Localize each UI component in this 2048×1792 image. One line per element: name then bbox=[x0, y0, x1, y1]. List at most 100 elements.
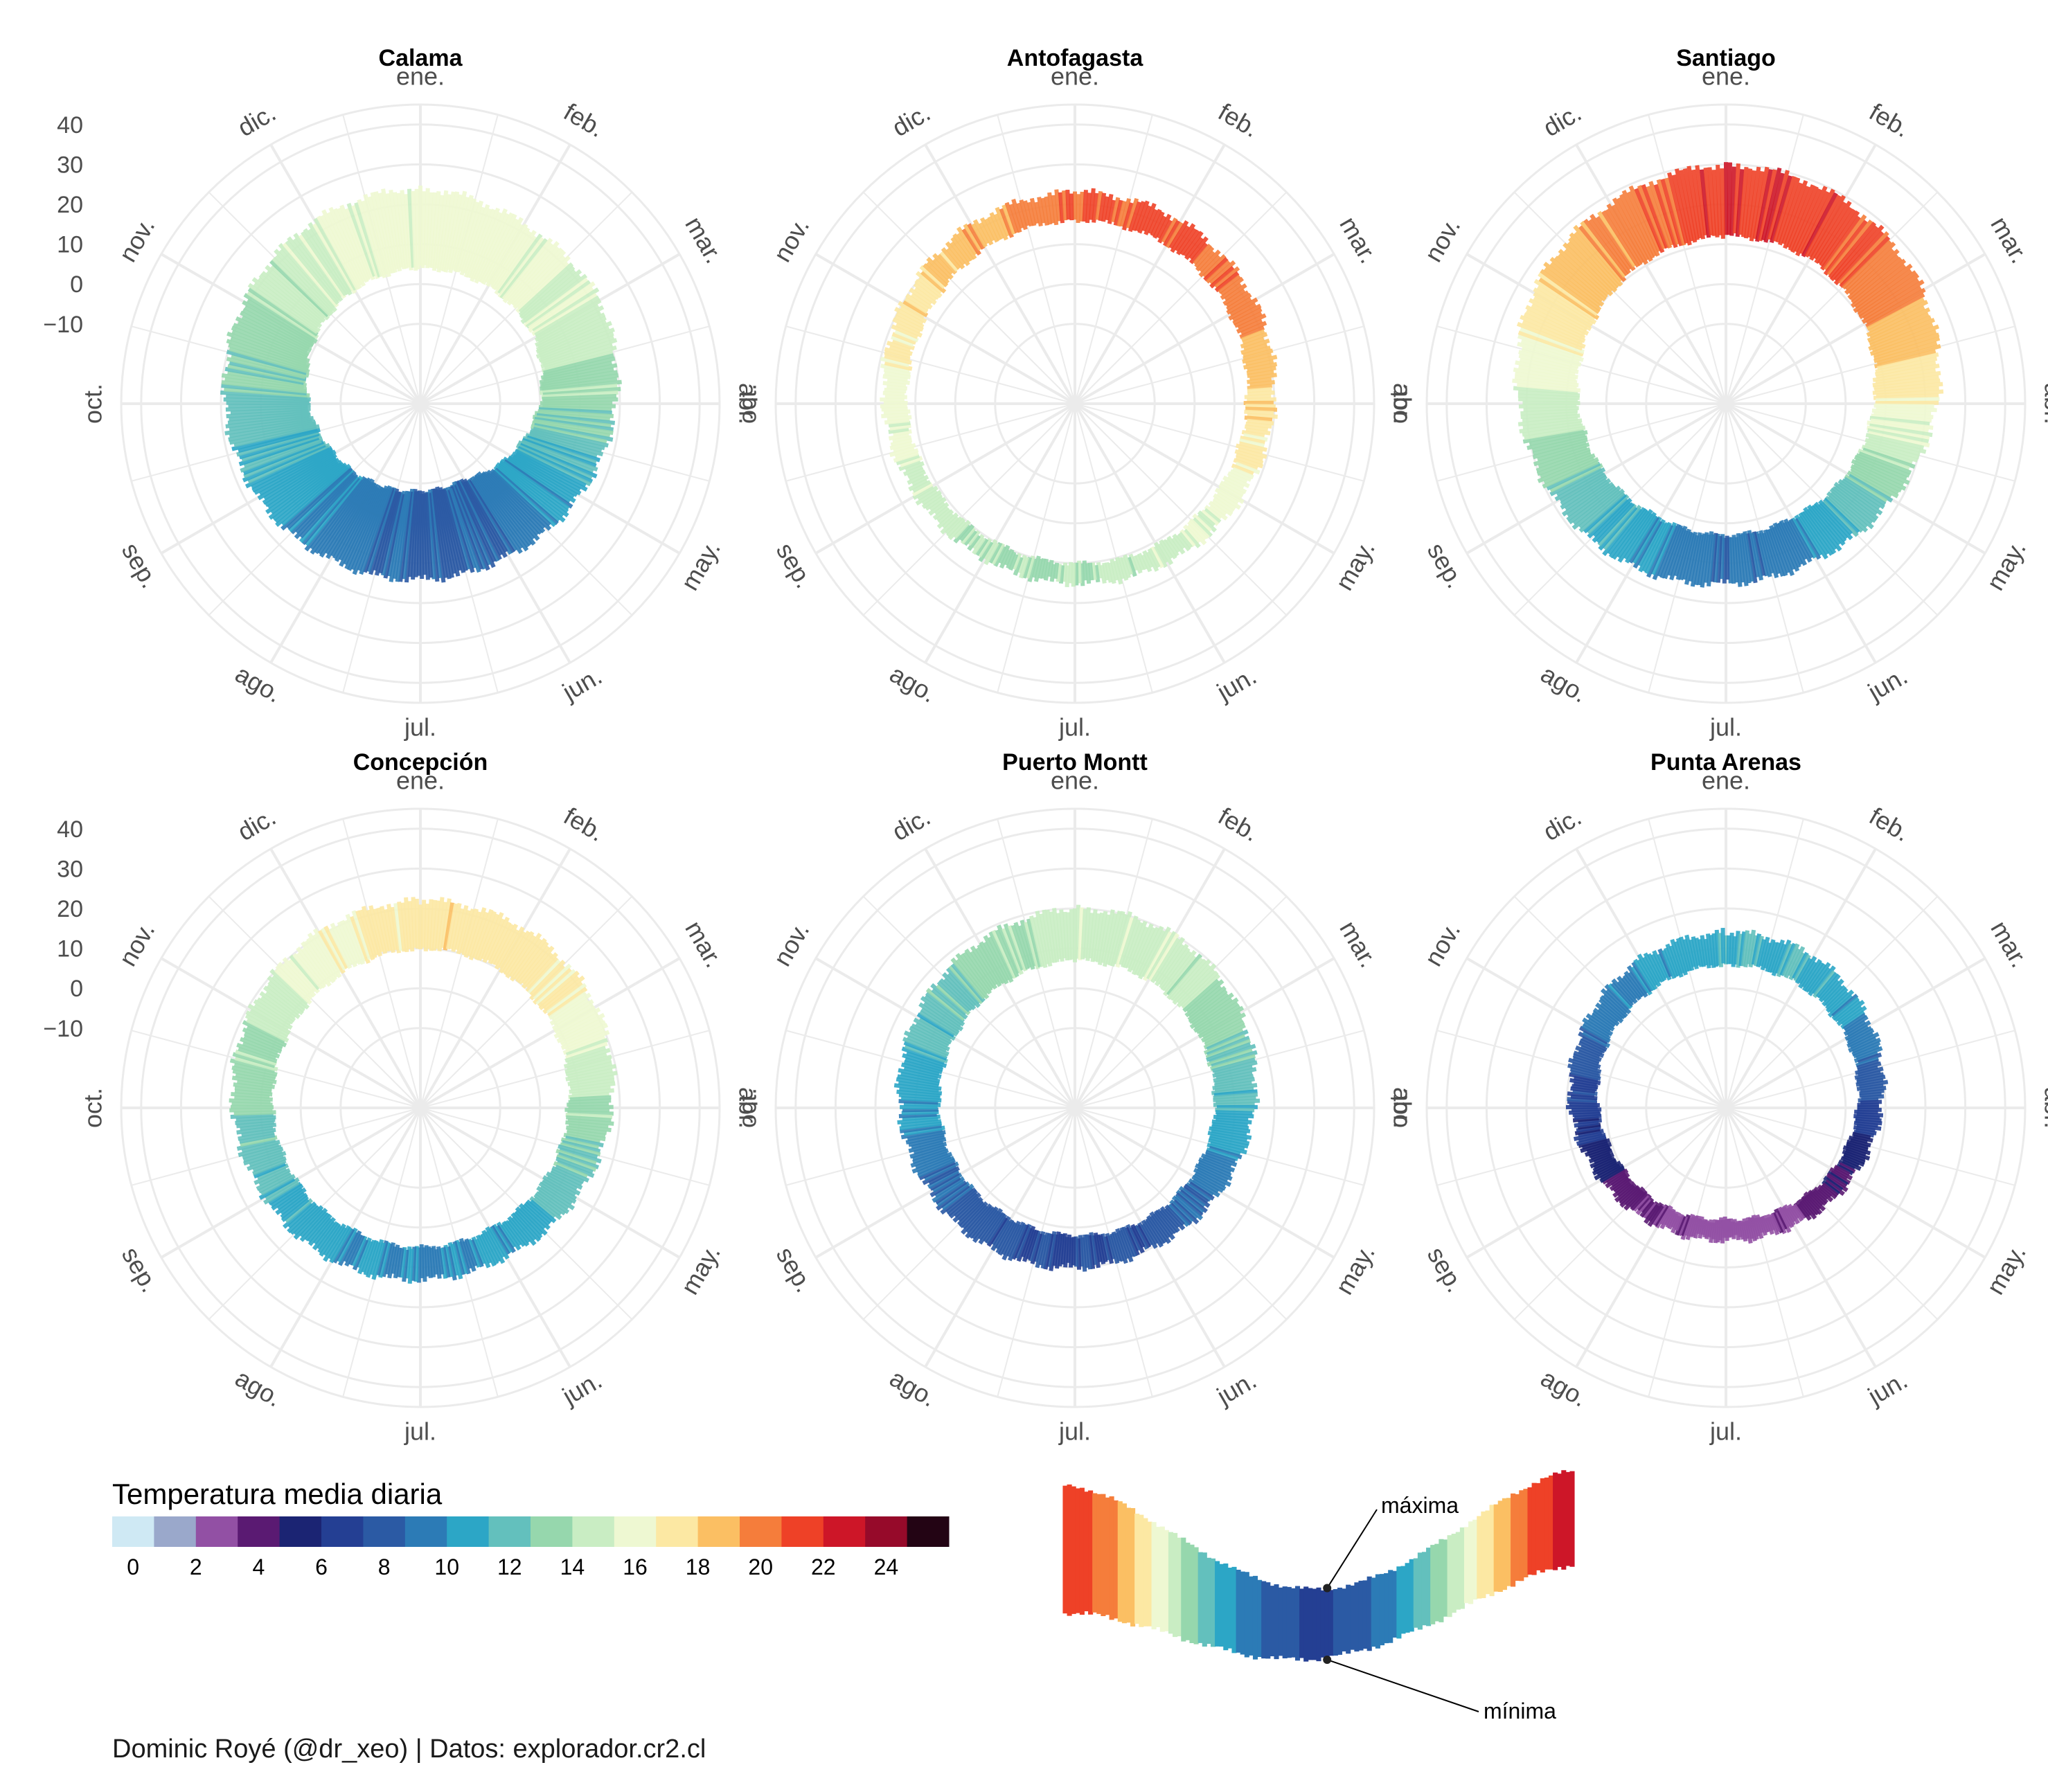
day-bar bbox=[1653, 183, 1678, 249]
day-bar bbox=[542, 379, 622, 393]
day-bar bbox=[1058, 565, 1065, 584]
legend-tick-label: 8 bbox=[378, 1554, 391, 1579]
day-bar bbox=[1670, 939, 1685, 974]
day-bar bbox=[1745, 532, 1758, 584]
panel: ene.feb.mar.abr.may.jun.jul.ago.sep.oct.… bbox=[733, 45, 1417, 742]
day-bar bbox=[1016, 202, 1028, 231]
day-bar bbox=[1052, 908, 1062, 960]
day-bar bbox=[256, 1163, 290, 1181]
day-bar bbox=[1247, 390, 1275, 397]
day-bar bbox=[1200, 509, 1220, 526]
day-bar bbox=[1740, 930, 1750, 967]
day-bar bbox=[1209, 260, 1236, 285]
day-bar bbox=[262, 1180, 300, 1205]
day-bar bbox=[1019, 199, 1031, 226]
radial-tick-label: 40 bbox=[57, 112, 83, 138]
day-bar bbox=[1856, 1123, 1882, 1131]
day-bar bbox=[1229, 297, 1258, 316]
day-bar bbox=[1628, 971, 1648, 998]
day-bar bbox=[1855, 1118, 1882, 1126]
day-bar bbox=[1569, 1109, 1600, 1115]
day-bar bbox=[1208, 501, 1227, 517]
day-bar bbox=[907, 467, 925, 478]
day-bar bbox=[1819, 215, 1861, 271]
day-bar bbox=[356, 1237, 372, 1269]
day-bar bbox=[1838, 1162, 1856, 1174]
day-bar bbox=[238, 1143, 280, 1158]
day-bar bbox=[1188, 242, 1209, 265]
day-bar bbox=[883, 367, 911, 377]
day-bar bbox=[912, 485, 934, 500]
day-bar bbox=[923, 263, 949, 287]
day-bar bbox=[983, 541, 999, 566]
day-bar bbox=[1175, 533, 1191, 552]
day-bar bbox=[223, 397, 310, 404]
day-bar bbox=[229, 361, 307, 382]
day-bar bbox=[1160, 950, 1193, 992]
day-bar bbox=[256, 1170, 291, 1191]
day-bar bbox=[247, 283, 319, 334]
day-bar bbox=[1667, 172, 1689, 244]
day-bar bbox=[903, 1040, 947, 1061]
day-bar bbox=[518, 262, 574, 314]
day-bar bbox=[344, 920, 366, 965]
max-leader-line bbox=[1326, 1509, 1378, 1589]
day-bar bbox=[265, 991, 301, 1019]
day-bar bbox=[1873, 378, 1941, 390]
day-bar bbox=[1772, 526, 1795, 576]
day-bar bbox=[1836, 999, 1865, 1023]
month-label: oct. bbox=[1384, 1088, 1413, 1128]
day-bar bbox=[1008, 553, 1019, 571]
day-bar bbox=[253, 1167, 287, 1185]
day-bar bbox=[920, 270, 947, 294]
day-bar bbox=[224, 418, 312, 436]
day-bar bbox=[1808, 967, 1831, 996]
day-bar bbox=[437, 902, 447, 952]
day-bar bbox=[303, 940, 336, 984]
day-bar bbox=[1218, 483, 1243, 500]
day-bar bbox=[546, 1174, 581, 1196]
month-label: ene. bbox=[1702, 62, 1750, 91]
day-bar bbox=[1105, 911, 1122, 965]
day-bar bbox=[1112, 560, 1123, 585]
day-bar bbox=[1749, 170, 1765, 242]
day-bar bbox=[378, 1242, 391, 1278]
day-bar bbox=[1536, 285, 1597, 325]
day-bar bbox=[1517, 330, 1584, 357]
day-bar bbox=[1533, 445, 1588, 467]
day-bar bbox=[445, 903, 458, 950]
day-bar bbox=[1596, 502, 1635, 544]
day-bar bbox=[884, 350, 911, 361]
day-bar bbox=[898, 1099, 938, 1105]
day-bar bbox=[1678, 936, 1692, 971]
day-bar bbox=[1752, 166, 1770, 240]
day-bar bbox=[449, 903, 462, 950]
day-bar bbox=[1727, 537, 1733, 584]
day-bar bbox=[1850, 263, 1907, 308]
day-bar bbox=[1115, 917, 1134, 968]
day-bar bbox=[1206, 1035, 1250, 1057]
day-bar bbox=[462, 1240, 477, 1272]
day-bar bbox=[1523, 406, 1579, 412]
day-bar bbox=[915, 271, 943, 294]
day-bar bbox=[226, 350, 308, 375]
day-bar bbox=[446, 190, 468, 271]
legend-ticks: 0 2 4 6 8 10 12 14 16 18 20 22 24 bbox=[127, 1554, 898, 1579]
day-bar bbox=[952, 233, 974, 262]
day-bar bbox=[1850, 469, 1899, 499]
day-bar bbox=[1001, 1220, 1022, 1256]
day-bar bbox=[434, 190, 449, 269]
day-bar bbox=[1085, 913, 1094, 961]
day-bar bbox=[494, 929, 519, 970]
day-bar bbox=[339, 204, 373, 279]
day-bar bbox=[1648, 1202, 1664, 1222]
day-bar bbox=[411, 1246, 417, 1281]
day-bar bbox=[1247, 361, 1278, 373]
day-bar bbox=[1788, 952, 1806, 980]
day-bar bbox=[1731, 936, 1737, 967]
day-bar bbox=[1238, 447, 1267, 459]
day-bar bbox=[1846, 1141, 1869, 1152]
day-bar bbox=[518, 265, 576, 317]
day-bar bbox=[233, 323, 309, 358]
day-bar bbox=[1195, 250, 1216, 272]
